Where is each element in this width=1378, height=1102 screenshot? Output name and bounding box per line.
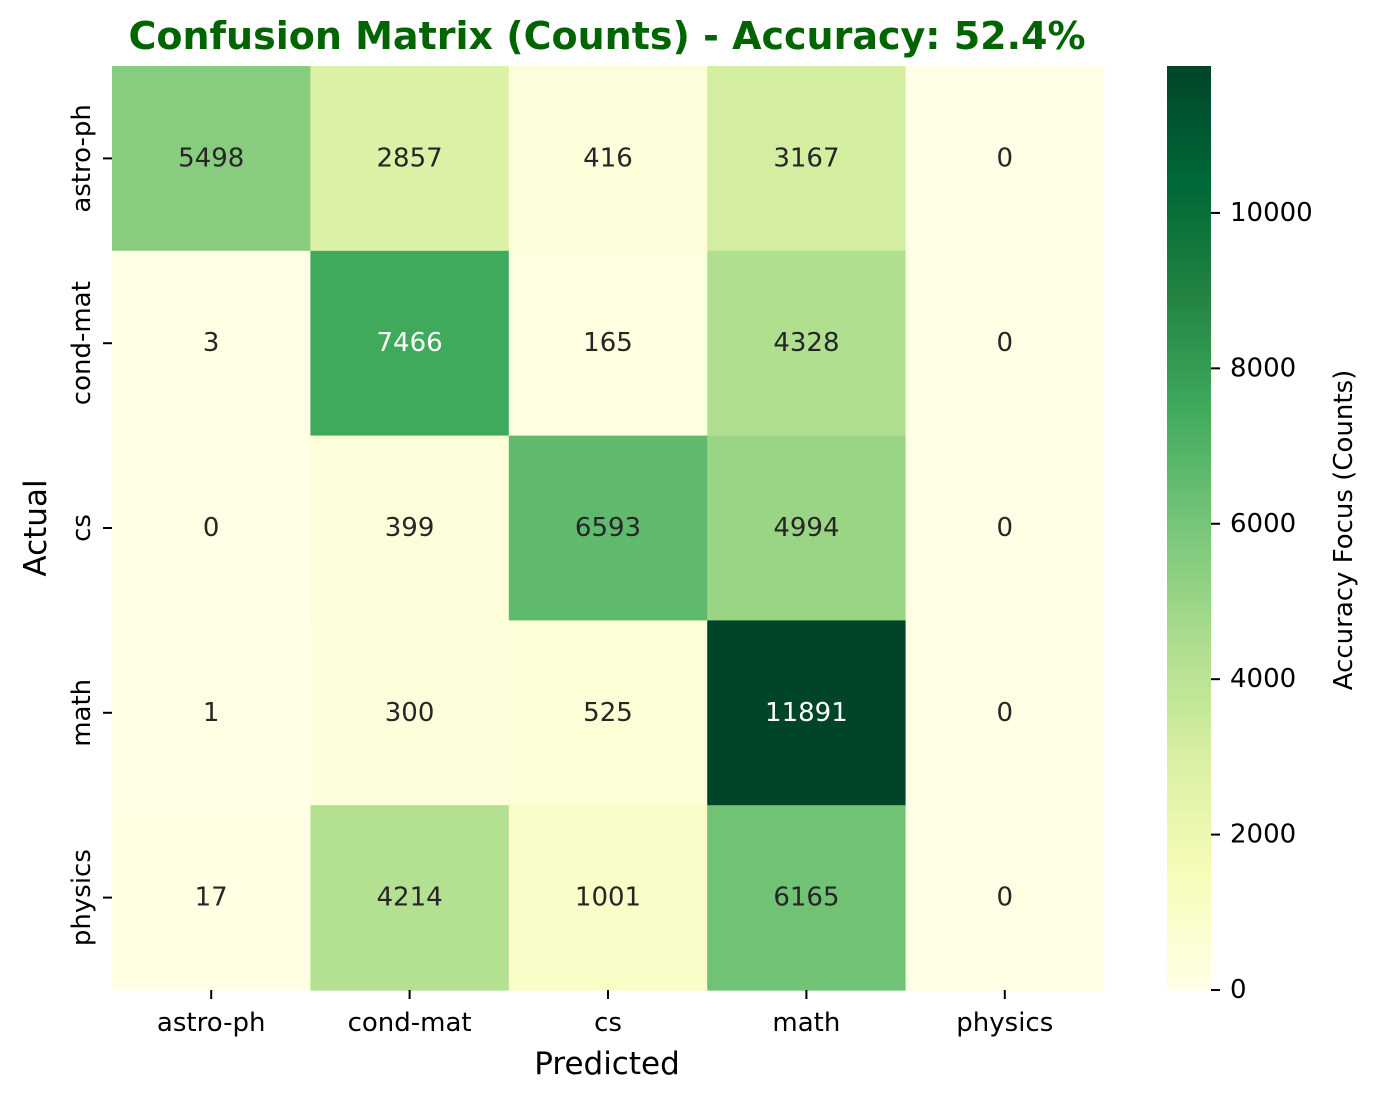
x-tick-label: astro-ph xyxy=(157,1008,266,1038)
cell-value-label: 165 xyxy=(583,328,633,358)
heatmap-cell xyxy=(310,620,510,806)
heatmap-cell xyxy=(310,805,510,991)
x-tick-label: cs xyxy=(594,1008,622,1038)
heatmap-cell xyxy=(707,805,907,991)
heatmap-cell xyxy=(508,66,708,252)
cell-value-label: 5498 xyxy=(178,143,244,173)
heatmap-cell xyxy=(905,435,1105,621)
cell-value-label: 300 xyxy=(385,698,435,728)
y-axis-ticks: astro-ph cond-mat cs math physics xyxy=(67,104,112,946)
y-tick-label: math xyxy=(67,679,97,747)
heatmap-cell xyxy=(905,805,1105,991)
colorbar-tick-label: 10000 xyxy=(1230,198,1313,228)
colorbar-tick-label: 2000 xyxy=(1230,820,1296,850)
cell-value-label: 0 xyxy=(997,328,1014,358)
cell-annotations: 5498 2857 416 3167 0 3 7466 165 4328 0 0 399 6593 499… xyxy=(178,143,1013,912)
heatmap-cell xyxy=(508,805,708,991)
colorbar-ticks: 0 2000 4000 6000 8000 10000 xyxy=(1211,198,1313,1005)
colorbar-tick-label: 8000 xyxy=(1230,353,1296,383)
cell-value-label: 0 xyxy=(997,513,1014,543)
y-tick-label: cond-mat xyxy=(67,281,97,405)
heatmap-cell xyxy=(508,620,708,806)
cell-value-label: 4994 xyxy=(773,513,839,543)
y-tick-label: cs xyxy=(67,514,97,542)
heatmap-cell xyxy=(707,435,907,621)
cell-value-label: 7466 xyxy=(377,328,443,358)
colorbar-tick-label: 4000 xyxy=(1230,664,1296,694)
colorbar-tick-label: 0 xyxy=(1230,975,1247,1005)
y-tick-label: astro-ph xyxy=(67,104,97,213)
heatmap-cell xyxy=(112,620,311,806)
chart-title: Confusion Matrix (Counts) - Accuracy: 52… xyxy=(128,14,1085,58)
heatmap-cell xyxy=(310,250,510,437)
x-axis-label: Predicted xyxy=(534,1046,680,1082)
heatmap-cell xyxy=(310,66,510,252)
heatmap-cell xyxy=(905,66,1105,252)
cell-value-label: 0 xyxy=(997,883,1014,913)
heatmap-cell xyxy=(707,250,907,437)
cell-value-label: 11891 xyxy=(765,698,848,728)
cell-value-label: 525 xyxy=(583,698,633,728)
colorbar-tick-label: 6000 xyxy=(1230,509,1296,539)
cell-value-label: 3 xyxy=(203,328,220,358)
cell-value-label: 0 xyxy=(997,143,1014,173)
heatmap-cells xyxy=(112,66,1105,991)
cell-value-label: 3167 xyxy=(773,143,839,173)
heatmap-cell xyxy=(310,435,510,621)
cell-value-label: 6593 xyxy=(575,513,641,543)
heatmap-cell xyxy=(112,250,311,437)
cell-value-label: 399 xyxy=(385,513,435,543)
cell-value-label: 0 xyxy=(997,698,1014,728)
cell-value-label: 2857 xyxy=(377,143,443,173)
heatmap-cell xyxy=(112,805,311,991)
heatmap-cell xyxy=(112,435,311,621)
x-tick-label: cond-mat xyxy=(348,1008,472,1038)
heatmap-cell xyxy=(905,250,1105,437)
heatmap-cell xyxy=(508,250,708,437)
heatmap-cell xyxy=(707,66,907,252)
x-tick-label: math xyxy=(772,1008,840,1038)
heatmap-cell xyxy=(112,66,311,252)
heatmap-cell xyxy=(905,620,1105,806)
cell-value-label: 17 xyxy=(195,883,228,913)
cell-value-label: 0 xyxy=(203,513,220,543)
y-tick-label: physics xyxy=(67,849,97,946)
cell-value-label: 416 xyxy=(583,143,633,173)
x-tick-label: physics xyxy=(956,1008,1053,1038)
colorbar-label: Accuracy Focus (Counts) xyxy=(1329,370,1359,691)
heatmap-cell xyxy=(508,435,708,621)
cell-value-label: 4214 xyxy=(377,883,443,913)
heatmap-cell xyxy=(707,620,907,806)
x-axis-ticks: astro-ph cond-mat cs math physics xyxy=(157,990,1053,1038)
y-axis-label: Actual xyxy=(18,479,54,576)
cell-value-label: 4328 xyxy=(773,328,839,358)
colorbar xyxy=(1167,66,1211,990)
cell-value-label: 1001 xyxy=(575,883,641,913)
cell-value-label: 1 xyxy=(203,698,220,728)
cell-value-label: 6165 xyxy=(773,883,839,913)
